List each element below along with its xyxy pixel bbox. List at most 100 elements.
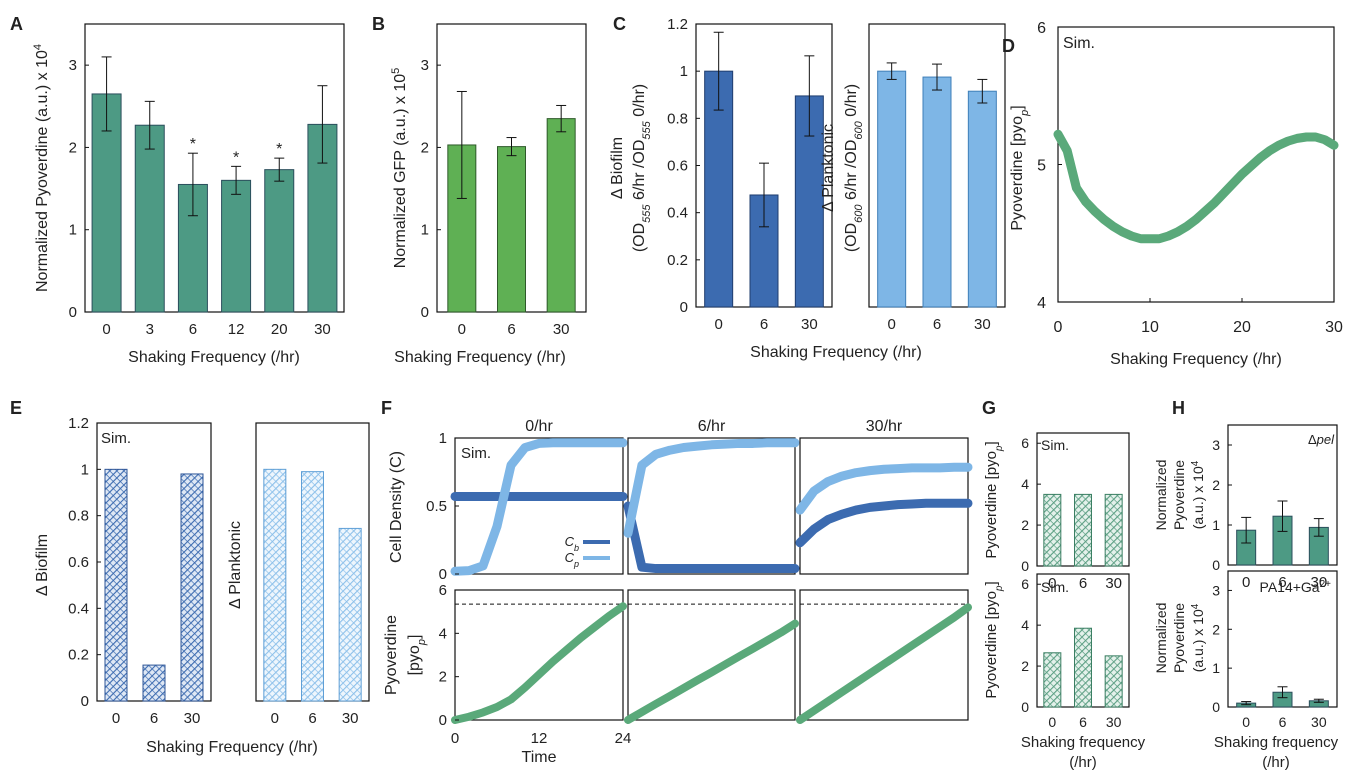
y-tick-label: 0	[1212, 699, 1220, 715]
y-tick-label: 0	[680, 299, 688, 316]
x-tick-label: 0	[1054, 319, 1063, 336]
bar-C2-6	[922, 76, 952, 308]
y-tick-label: 0	[1021, 558, 1029, 574]
bar-A-20	[264, 169, 295, 313]
panel-label: H	[1172, 398, 1185, 418]
column-title: 30/hr	[866, 418, 903, 435]
x-tick-label: 30	[1105, 575, 1122, 592]
x-tick-label: 6	[1279, 714, 1287, 730]
x-tick-label: 6	[189, 321, 197, 338]
y-axis-label: Pyoverdine	[383, 615, 400, 695]
y-axis-label: Δ Biofilm	[609, 137, 626, 199]
bar-G1-30	[1104, 493, 1123, 567]
y-tick-label: 4	[1021, 476, 1029, 492]
panel-label: F	[381, 398, 392, 418]
y-tick-label: 4	[1037, 295, 1046, 312]
y-axis-label: Pyoverdine	[1171, 460, 1187, 530]
x-axis-label: Time	[522, 749, 557, 766]
pyoverdine-line	[796, 603, 972, 724]
y-tick-label: 2	[1212, 477, 1220, 493]
y-tick-label: 2	[439, 669, 447, 686]
bar-G1-6	[1074, 493, 1092, 567]
y-tick-label: 1.2	[68, 415, 89, 432]
y-tick-label: 3	[1212, 437, 1220, 453]
legend-label-Cb: Cb	[565, 534, 579, 553]
x-tick-label: 6	[1079, 575, 1087, 592]
y-axis-label: Pyoverdine [pyop]	[983, 581, 1005, 698]
bar-G2-0	[1043, 652, 1062, 708]
x-tick-label: 0	[1242, 714, 1250, 730]
y-axis-label: Cell Density (C)	[388, 451, 405, 563]
bar-E1-0	[104, 468, 128, 702]
Cp-line	[450, 438, 628, 576]
y-axis-label: Δ Planktonic	[227, 521, 244, 609]
y-tick-label: 3	[1212, 582, 1220, 598]
y-tick-label: 1	[1212, 517, 1220, 533]
x-axis-label: (/hr)	[1069, 754, 1097, 771]
y-tick-label: 0	[439, 712, 447, 729]
y-tick-label: 6	[439, 582, 447, 599]
Cb-line	[795, 498, 973, 548]
bar-C2-0	[877, 70, 907, 308]
x-tick-label: 0	[271, 710, 279, 727]
bar-B-30	[546, 118, 576, 313]
y-tick-label: 5	[1037, 158, 1046, 175]
Cp-line	[623, 438, 800, 538]
plot-frame-A	[84, 23, 345, 313]
x-tick-label: 6	[933, 316, 941, 333]
y-tick-label: 1	[69, 222, 77, 239]
y-axis-label: Normalized GFP (a.u.) x 105	[390, 68, 409, 269]
x-tick-label: 30	[801, 316, 818, 333]
sim-annotation: Sim.	[1041, 579, 1069, 595]
x-tick-label: 30	[314, 321, 331, 338]
Cb-line	[623, 501, 800, 574]
x-tick-label: 6	[760, 316, 768, 333]
y-tick-label: 1	[439, 430, 447, 447]
y-tick-label: 6	[1037, 20, 1046, 37]
x-tick-label: 6	[308, 710, 316, 727]
significance-marker: *	[276, 141, 282, 158]
y-axis-label: (a.u.) x 104	[1190, 460, 1207, 529]
sim-annotation: Sim.	[461, 445, 491, 462]
x-axis-label: (/hr)	[1262, 754, 1290, 771]
bar-A-3	[134, 124, 165, 313]
x-tick-label: 30	[184, 710, 201, 727]
bar-E2-30	[338, 527, 362, 702]
sim-annotation: Sim.	[1041, 437, 1069, 453]
bar-E2-6	[301, 471, 324, 702]
panel-label: B	[372, 14, 385, 34]
y-axis-label: (a.u.) x 104	[1190, 603, 1207, 672]
bar-E1-30	[180, 473, 204, 702]
x-tick-label: 30	[974, 316, 991, 333]
x-tick-label: 0	[112, 710, 120, 727]
pyoverdine-line	[451, 602, 627, 724]
y-tick-label: 2	[1021, 517, 1029, 533]
x-axis-label: Shaking Frequency (/hr)	[146, 739, 318, 756]
x-tick-label: 30	[1325, 319, 1343, 336]
x-tick-label: 10	[1141, 319, 1159, 336]
y-tick-label: 2	[69, 139, 77, 156]
strain-annotation: PA14+Ga2+	[1260, 579, 1332, 596]
y-axis-label: Δ Biofilm	[34, 534, 51, 596]
y-axis-label: Normalized	[1153, 603, 1169, 674]
bar-A-12	[221, 179, 252, 313]
y-tick-label: 4	[439, 625, 447, 642]
bar-B-6	[497, 146, 526, 313]
y-tick-label: 2	[421, 139, 429, 156]
y-tick-label: 0.4	[667, 205, 688, 222]
x-tick-label: 0	[102, 321, 110, 338]
x-tick-label: 30	[553, 321, 570, 338]
y-tick-label: 0.8	[667, 110, 688, 127]
plot-frame-F-bottom	[799, 589, 969, 721]
y-tick-label: 3	[69, 57, 77, 74]
y-axis-label: Normalized	[1153, 460, 1169, 531]
y-axis-label: [pyop]	[406, 635, 428, 676]
x-tick-label: 0	[887, 316, 895, 333]
y-tick-label: 1.2	[667, 16, 688, 33]
bar-E1-6	[142, 664, 166, 702]
simulation-line	[1053, 129, 1339, 244]
y-axis-label: (OD600 6/hr /OD600 0/hr)	[843, 84, 865, 252]
Cp-line	[795, 462, 973, 515]
y-tick-label: 0.8	[68, 508, 89, 525]
y-tick-label: 3	[421, 57, 429, 74]
